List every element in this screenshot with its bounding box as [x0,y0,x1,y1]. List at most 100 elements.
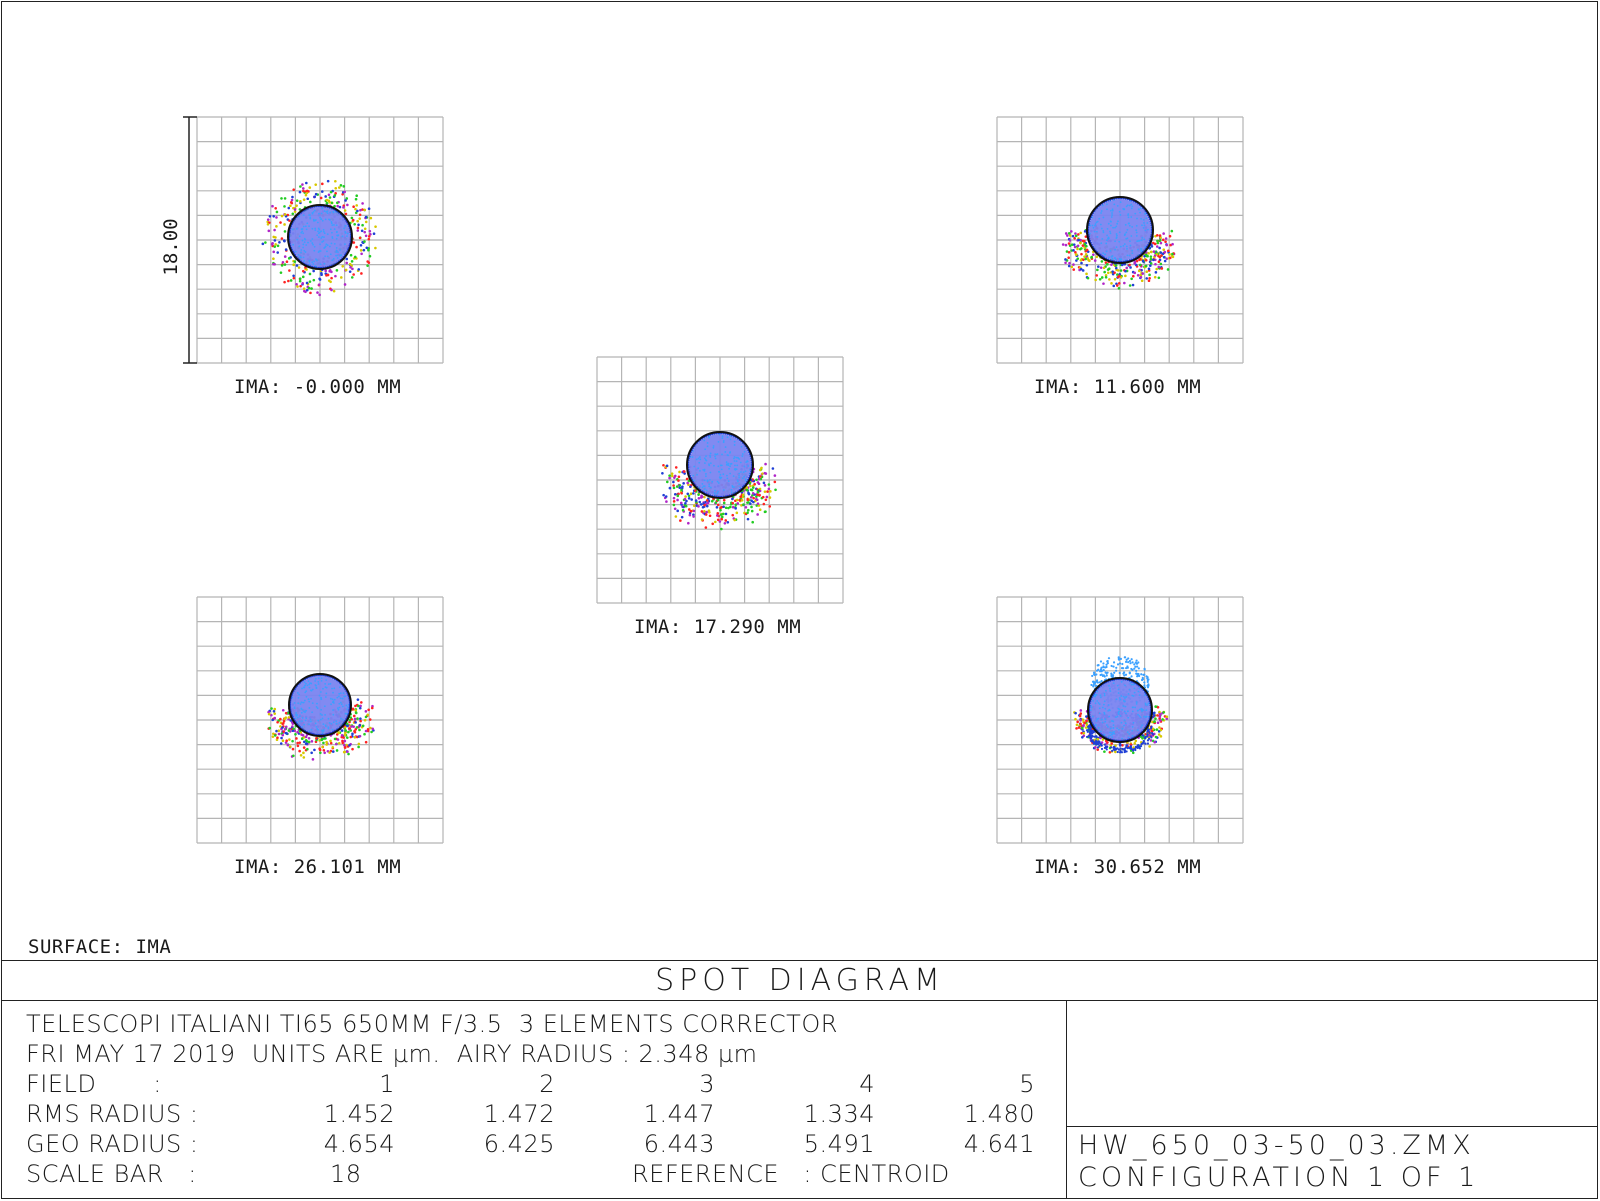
spot-point [747,465,750,467]
spot-point [1137,713,1139,716]
spot-point [296,692,299,694]
spot-point [773,474,777,477]
spot-point [1128,204,1131,207]
spot-point [314,227,317,230]
spot-point [291,212,295,216]
spot-point [665,500,668,503]
spot-point [273,716,277,720]
spot-point [1121,709,1123,711]
spot-point [1130,675,1133,678]
spot-point [1104,689,1107,692]
spot-point [302,189,305,193]
spot-point [301,282,305,285]
spot-point [1147,715,1150,718]
spot-point [714,457,717,460]
spot-point [310,740,314,743]
spot-point [722,473,725,476]
spot-point [1103,711,1106,714]
spot-point [698,470,701,472]
spot-point [1098,707,1101,710]
spot-point [1104,671,1107,674]
spot-point [1121,748,1125,751]
spot-point [1168,253,1171,256]
spot-point [1111,736,1114,739]
spot-point [680,515,684,519]
spot-point [1134,665,1137,668]
spot-point [1152,258,1155,262]
spot-point [280,736,283,740]
spot-point [304,691,307,694]
spot-point [290,201,294,205]
spot-point [312,243,314,246]
spot-point [287,716,291,719]
spot-point [1081,269,1085,272]
spot-point [337,708,340,711]
spot-point [1094,223,1097,225]
spot-point [1119,747,1122,750]
spot-point [324,713,326,716]
spot-point [1114,248,1116,251]
spot-point [682,505,685,509]
spot-point [318,293,321,297]
spot-point [1156,241,1160,245]
spot-point [298,693,301,696]
spot-point [716,498,720,502]
spot-point [287,729,291,732]
spot-point [719,464,722,467]
spot-point [1144,229,1147,232]
spot-point [712,446,715,449]
spot-point [268,214,272,218]
plot-label-field-3: IMA: 17.290 MM [634,616,802,638]
spot-point [760,466,763,470]
spot-point [1134,661,1137,664]
spot-point [709,471,712,474]
spot-point [1159,728,1163,732]
rms-value-3: 1.447 [643,1100,715,1128]
spot-point [325,274,328,277]
spot-point [327,717,330,720]
spot-point [320,708,323,711]
spot-point [1107,222,1110,225]
spot-point [1120,666,1124,670]
spot-point [727,454,729,457]
spot-point [344,729,348,732]
spot-point [329,697,332,700]
spot-point [1085,263,1089,267]
spot-point [281,733,285,737]
spot-point [1072,268,1076,271]
spot-point [1102,231,1105,234]
spot-point [1097,727,1100,729]
spot-point [277,729,281,733]
spot-point [1079,709,1083,712]
spot-point [1126,247,1128,250]
spot-point [1162,232,1165,235]
spot-point [1129,266,1132,269]
spot-point [276,736,279,739]
spot-point [305,717,308,720]
spot-point [1067,242,1071,245]
spot-point [1139,207,1142,210]
spot-point [1101,237,1104,240]
spot-point [1138,257,1142,261]
spot-point [310,751,313,755]
spot-point [339,701,342,704]
spot-point [333,194,337,197]
spot-point [317,677,320,680]
spot-point [364,729,368,733]
spot-point [1144,702,1147,705]
spot-point [319,216,321,219]
spot-point [328,751,331,754]
spot-point [330,220,333,223]
spot-point [1115,698,1118,701]
spot-point [1113,277,1117,281]
spot-point [703,439,706,442]
spot-point [273,239,277,242]
spot-point [742,503,745,506]
spot-point [1162,711,1165,714]
spot-point [749,468,751,471]
spot-point [344,224,347,227]
spot-point [358,236,362,240]
spot-point [1168,234,1172,238]
spot-point [336,204,339,208]
spot-point [1088,259,1091,262]
